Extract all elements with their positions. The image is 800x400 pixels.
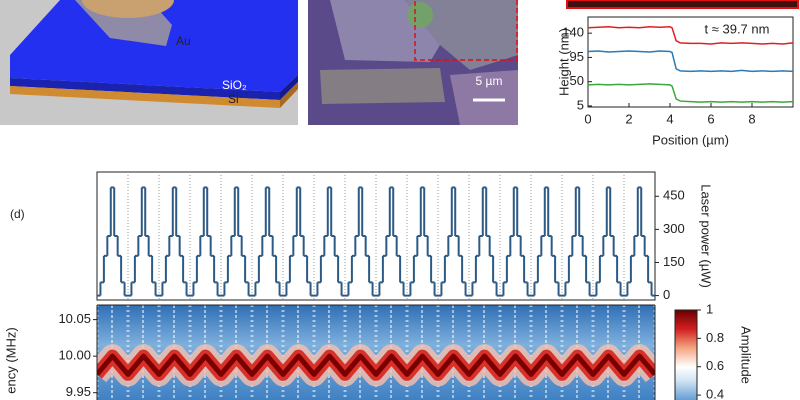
colorbar-tick-label: 1 — [706, 301, 713, 316]
panel-label: (d) — [10, 207, 25, 221]
y-tick-label: 5 — [577, 97, 584, 112]
y-axis-label: ency (MHz) — [3, 327, 18, 393]
schematic: Au SiO₂ Si — [0, 0, 298, 125]
y2-tick-label: 450 — [663, 188, 685, 203]
plot-frame — [587, 16, 794, 108]
colorbar — [674, 309, 698, 400]
colorbar-tick-label: 0.6 — [706, 358, 724, 373]
x-tick-label: 4 — [666, 111, 673, 126]
colorbar-tick-label: 0.4 — [706, 387, 724, 400]
x-tick-label: 6 — [707, 111, 714, 126]
x-tick-label: 2 — [625, 111, 632, 126]
y-tick-label: 50 — [570, 73, 584, 88]
x-tick-label: 0 — [584, 111, 591, 126]
y-tick-label: 10.05 — [58, 311, 91, 326]
y2-tick-label: 0 — [663, 287, 670, 302]
x-tick-label: 8 — [748, 111, 755, 126]
data-line — [587, 83, 794, 103]
heatmap — [97, 305, 655, 400]
y-tick-label: 9.95 — [66, 384, 91, 399]
data-line — [587, 50, 794, 73]
y-tick-label: 140 — [562, 25, 584, 40]
label-au: Au — [176, 34, 191, 48]
label-sio2: SiO₂ — [222, 78, 247, 92]
micrograph: 5 µm — [308, 0, 518, 125]
y2-tick-label: 150 — [663, 254, 685, 269]
resonance-band — [97, 353, 655, 377]
y-tick-label: 95 — [570, 49, 584, 64]
colorbar-tick-label: 0.8 — [706, 330, 724, 345]
colorbar-label: Amplitude — [739, 326, 754, 384]
data-line — [587, 25, 794, 45]
y2-axis-label: Laser power (µW) — [699, 184, 714, 288]
x-axis-label: Position (µm) — [652, 132, 729, 147]
charts: 0 2 4 6 8 5 50 95 140 Position (µm) Height (nm) t ≈… — [3, 16, 794, 400]
y-axis-label: Height (nm) — [556, 28, 571, 96]
label-si: Si — [228, 92, 239, 106]
annotation: t ≈ 39.7 nm — [705, 21, 770, 36]
y2-tick-label: 300 — [663, 221, 685, 236]
scale-bar-label: 5 µm — [476, 74, 503, 88]
y-tick-label: 10.00 — [58, 348, 91, 363]
